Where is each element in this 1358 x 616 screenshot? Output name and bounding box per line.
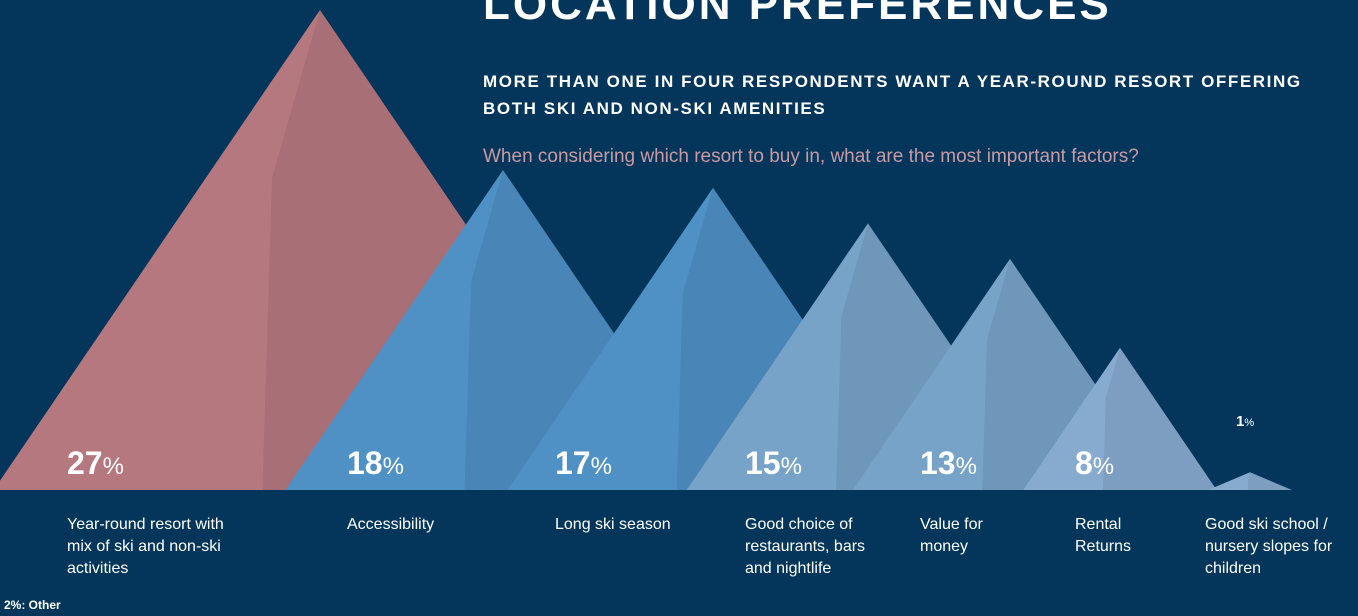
category-label: Good ski school / nursery slopes for chi…	[1205, 516, 1333, 577]
chart-subtitle: MORE THAN ONE IN FOUR RESPONDENTS WANT A…	[483, 72, 1302, 118]
category-label: Good choice of restaurants, bars and nig…	[745, 516, 866, 577]
value-label: 8%	[1075, 445, 1114, 481]
value-label: 1%	[1236, 413, 1254, 430]
mountain-shade	[1247, 472, 1292, 490]
mountain-shade	[1102, 347, 1217, 490]
category-label: Value for money	[920, 516, 983, 555]
question: When considering which resort to buy in,…	[483, 146, 1139, 167]
value-label: 13%	[920, 445, 977, 481]
category-label: Year-round resort with mix of ski and no…	[67, 516, 224, 577]
footnote: 2%: Other	[4, 598, 61, 612]
mountain	[1208, 472, 1292, 490]
value-label: 27%	[67, 445, 124, 481]
category-label: Long ski season	[555, 516, 671, 533]
mountain	[1023, 347, 1217, 490]
category-label: Accessibility	[347, 516, 435, 533]
value-label: 17%	[555, 445, 612, 481]
category-label: Rental Returns	[1075, 516, 1132, 555]
value-label: 18%	[347, 445, 404, 481]
value-label: 15%	[745, 445, 802, 481]
chart-title: LOCATION PREFERENCES	[483, 0, 1112, 29]
